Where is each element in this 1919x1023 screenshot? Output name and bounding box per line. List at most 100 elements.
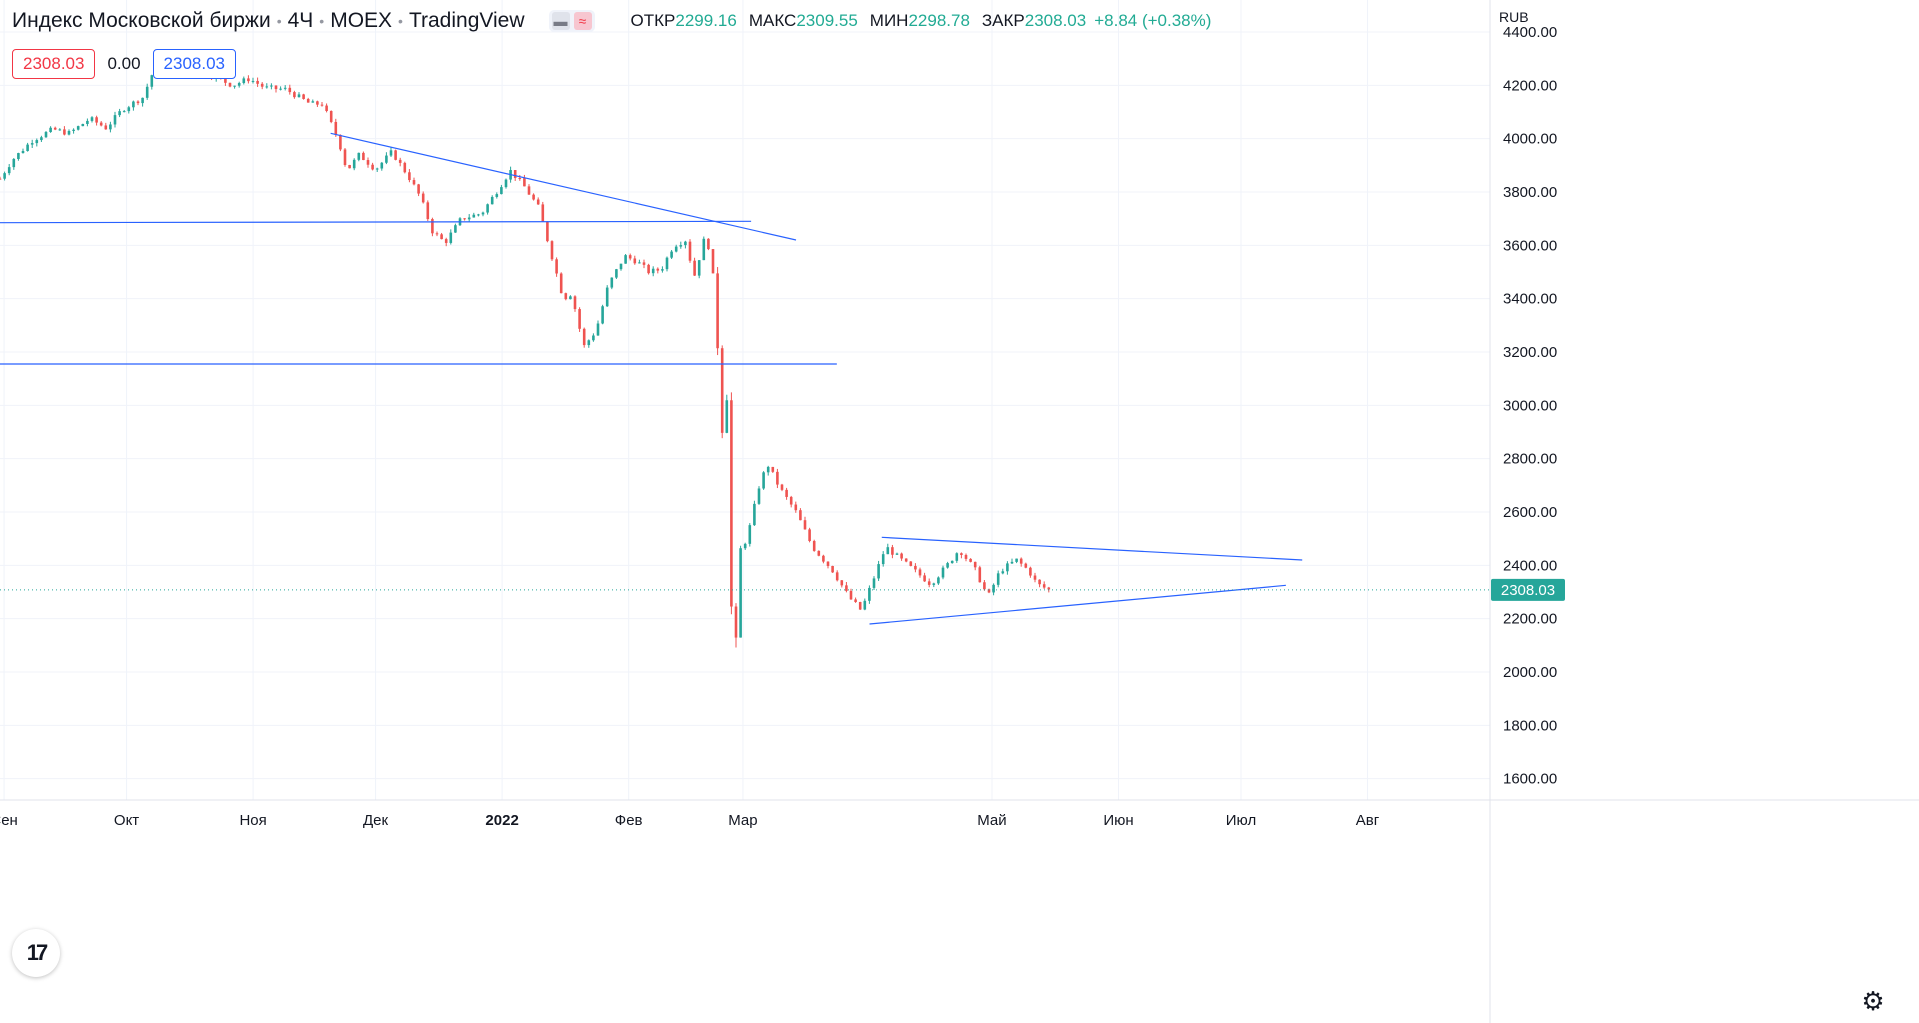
candle-body <box>748 525 752 544</box>
trendline[interactable] <box>330 132 797 241</box>
candle-body <box>1024 563 1028 568</box>
tradingview-logo-icon[interactable]: 17 <box>12 929 60 977</box>
time-tick-label: Фев <box>615 812 643 829</box>
candle-body <box>946 563 949 568</box>
delayed-data-icon[interactable]: ≈ <box>573 12 592 30</box>
candle-body <box>826 561 830 567</box>
candle-body <box>605 287 609 307</box>
candle-body <box>914 565 917 570</box>
candle-body <box>279 88 282 90</box>
candle-body <box>702 238 706 261</box>
high-value: 2309.55 <box>796 11 858 30</box>
candle-body <box>233 85 236 87</box>
candle-body <box>0 178 2 180</box>
candle-body <box>674 246 678 252</box>
candle-body <box>624 255 627 264</box>
candle-body <box>569 296 572 300</box>
time-tick-label: Май <box>977 812 1006 829</box>
candle-body <box>1019 558 1023 564</box>
sell-button[interactable]: 2308.03 <box>12 49 96 79</box>
close-value: 2308.03 <box>1024 11 1087 30</box>
candle-body <box>150 75 154 87</box>
candle-body <box>808 529 811 541</box>
time-tick-label: 2022 <box>485 812 518 829</box>
price-tick-label: 4200.00 <box>1503 77 1557 94</box>
candle-body <box>325 105 328 111</box>
candle-body <box>472 214 476 218</box>
candle-body <box>983 582 986 590</box>
candle-body <box>578 309 581 329</box>
candle-body <box>863 600 867 610</box>
candle-body <box>81 123 85 127</box>
candle-body <box>937 577 940 584</box>
candle-body <box>412 180 416 185</box>
gear-icon[interactable]: ⚙ <box>1861 985 1885 1016</box>
candle-body <box>371 164 374 170</box>
candle-body <box>647 264 650 274</box>
candle-body <box>463 218 466 220</box>
interval-label[interactable]: 4Ч <box>287 9 314 32</box>
candle-body <box>302 94 305 99</box>
price-tick-label: 3800.00 <box>1503 184 1557 201</box>
candle-body <box>688 241 692 261</box>
exchange-label: MOEX <box>330 9 393 32</box>
candle-body <box>799 510 802 521</box>
candle-body <box>513 170 517 178</box>
candle-body <box>366 160 370 165</box>
buy-button[interactable]: 2308.03 <box>152 49 236 79</box>
candle-body <box>334 121 338 135</box>
candle-body <box>725 400 729 433</box>
candle-body <box>1029 567 1032 576</box>
candle-body <box>86 120 89 124</box>
candle-body <box>987 589 991 593</box>
candle-body <box>564 293 568 300</box>
candle-body <box>49 127 52 133</box>
trendline[interactable] <box>869 584 1286 625</box>
candle-body <box>955 553 959 561</box>
currency-label[interactable]: RUB <box>1499 9 1529 25</box>
candle-body <box>260 83 264 87</box>
symbol-title[interactable]: Индекс Московской биржи <box>12 9 271 32</box>
candle-body <box>550 241 554 260</box>
candle-body <box>132 101 135 108</box>
candle-body <box>247 78 250 82</box>
candle-body <box>440 234 443 240</box>
candle-body <box>118 111 121 116</box>
trendline[interactable] <box>881 536 1303 561</box>
candle-body <box>771 466 775 472</box>
candle-body <box>251 80 255 82</box>
candle-body <box>881 554 885 565</box>
candle-body <box>256 80 259 84</box>
candle-body <box>532 194 535 200</box>
price-tick-label: 2200.00 <box>1503 611 1557 628</box>
candle-body <box>762 472 765 489</box>
candle-body <box>904 558 908 562</box>
candle-body <box>477 214 480 216</box>
price-tick-label: 2400.00 <box>1503 557 1557 574</box>
candle-body <box>481 212 485 215</box>
candle-body <box>679 245 683 247</box>
candle-body <box>12 159 16 168</box>
candle-body <box>964 554 968 559</box>
candle-body <box>877 564 880 579</box>
trendline[interactable] <box>0 220 752 224</box>
candle-body <box>113 115 117 125</box>
candle-body <box>1010 561 1014 564</box>
candle-body <box>242 78 246 84</box>
candle-body <box>306 98 310 103</box>
candle-body <box>941 567 945 578</box>
price-tick-label: 1600.00 <box>1503 771 1557 788</box>
candle-body <box>1015 558 1018 562</box>
candle-body <box>697 260 701 276</box>
candle-body <box>845 585 848 591</box>
candle-body <box>435 233 439 235</box>
candle-body <box>527 186 531 195</box>
candle-body <box>504 179 508 188</box>
candle-body <box>559 273 563 294</box>
time-tick-label: Июл <box>1226 812 1256 829</box>
candle-body <box>72 129 75 131</box>
market-closed-icon[interactable]: ▬ <box>551 12 570 30</box>
candle-body <box>711 249 715 274</box>
candle-body <box>895 553 899 555</box>
